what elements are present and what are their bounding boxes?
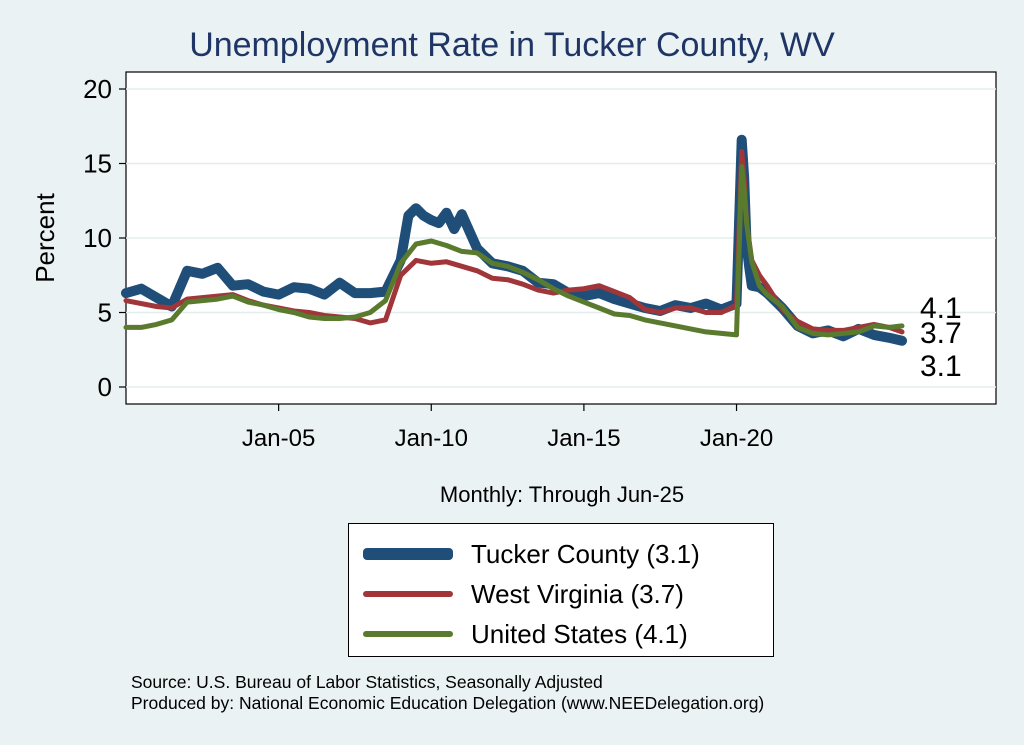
legend-item-united-states: United States (4.1)	[363, 614, 688, 654]
y-tick-label: 20	[83, 74, 112, 104]
y-tick-label: 15	[83, 149, 112, 179]
x-tick-label: Jan-05	[242, 425, 315, 452]
legend-label-united-states: United States (4.1)	[471, 618, 688, 649]
legend-label-west-virginia: West Virginia (3.7)	[471, 578, 684, 609]
producer-note: Produced by: National Economic Education…	[131, 693, 765, 713]
legend-swatch-united-states	[363, 631, 453, 637]
legend-item-west-virginia: West Virginia (3.7)	[363, 574, 684, 614]
legend-label-tucker: Tucker County (3.1)	[471, 538, 700, 569]
y-tick-label: 0	[98, 372, 112, 402]
end-label-united-states: 4.1	[920, 292, 962, 325]
x-tick-label: Jan-10	[395, 425, 468, 452]
y-tick-label: 5	[98, 298, 112, 328]
x-axis-label: Monthly: Through Jun-25	[440, 482, 684, 507]
end-label-tucker-county: 3.1	[920, 350, 962, 383]
source-note: Source: U.S. Bureau of Labor Statistics,…	[131, 672, 603, 692]
legend-swatch-tucker	[363, 548, 453, 560]
legend: Tucker County (3.1) West Virginia (3.7) …	[348, 523, 774, 657]
series-line-united-states	[123, 164, 905, 338]
legend-swatch-west-virginia	[363, 591, 453, 597]
y-tick-label: 10	[83, 223, 112, 253]
end-label-west-virginia: 3.7	[920, 317, 962, 350]
y-axis-label: Percent	[30, 192, 60, 282]
line-chart: 0 5 10 15 20 Jan-05 Jan-10 Jan-15 Jan-20 3.13.7…	[30, 71, 997, 507]
x-tick-label: Jan-20	[700, 425, 773, 452]
x-tick-label: Jan-15	[547, 425, 620, 452]
legend-item-tucker: Tucker County (3.1)	[363, 534, 700, 574]
chart-title: Unemployment Rate in Tucker County, WV	[189, 26, 835, 64]
